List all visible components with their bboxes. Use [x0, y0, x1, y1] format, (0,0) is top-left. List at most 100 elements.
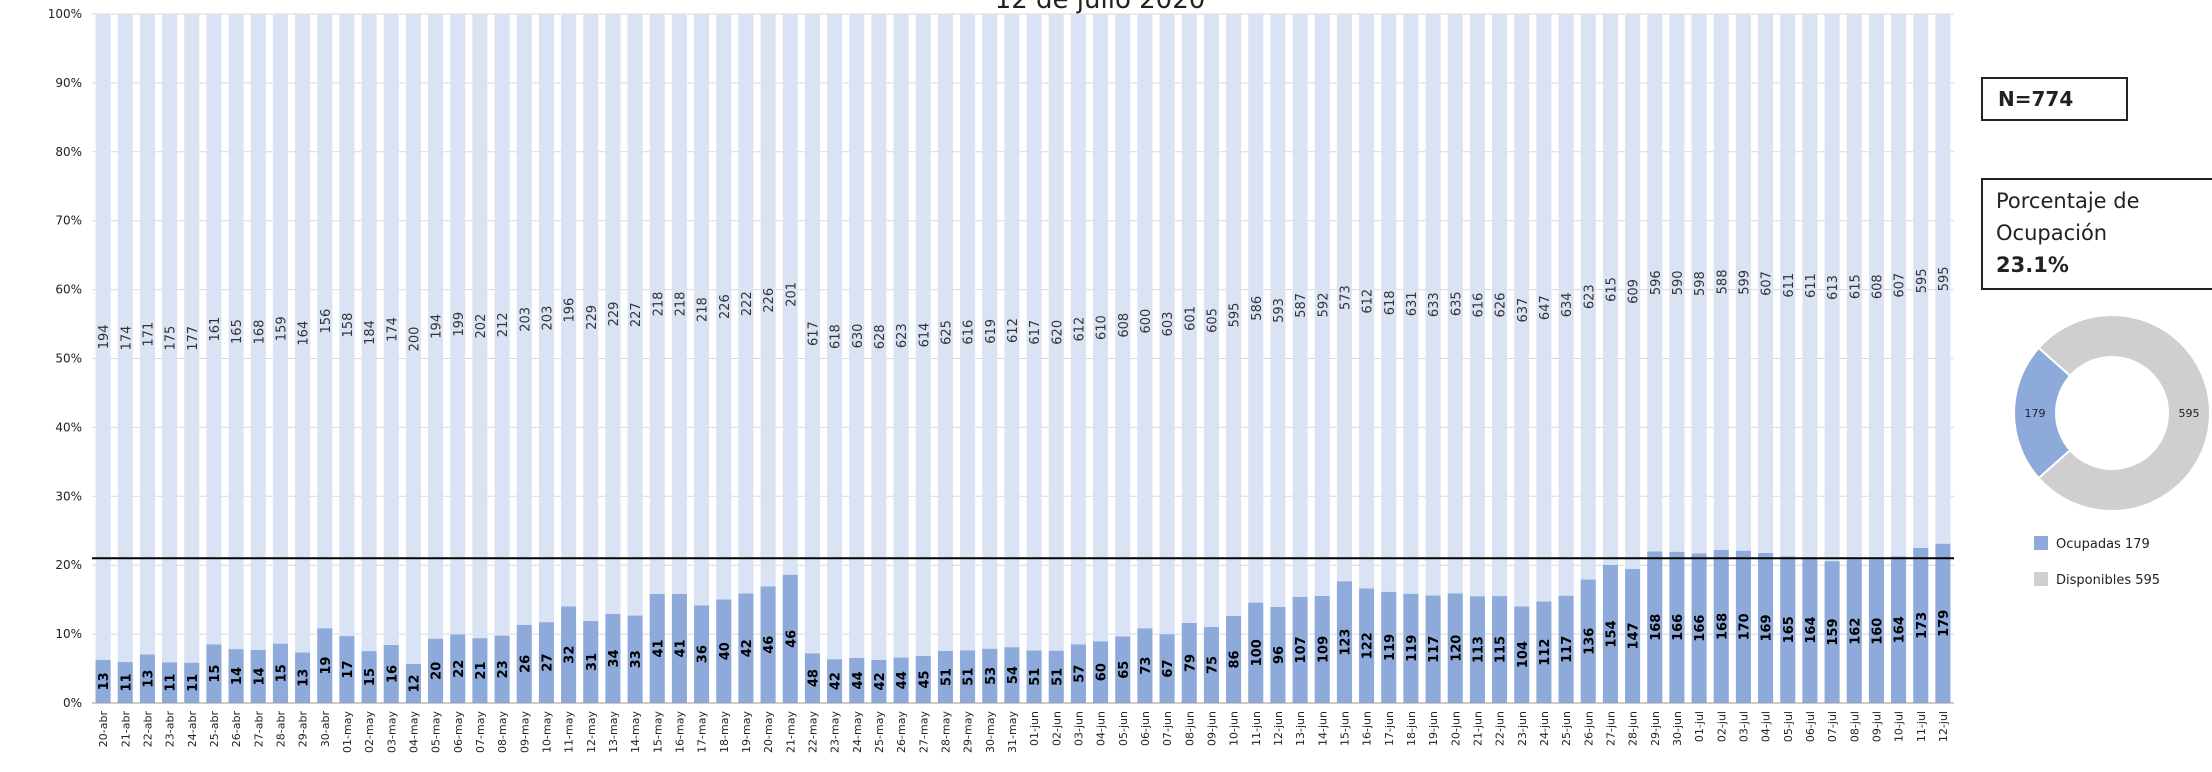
bar-segment — [827, 659, 843, 703]
bar-segment — [1846, 559, 1862, 703]
data-label: 617 — [806, 321, 821, 346]
x-tick-label: 27-jun — [1604, 711, 1617, 746]
x-tick-label: 17-jun — [1383, 711, 1396, 746]
bar-segment — [1580, 579, 1596, 703]
x-tick-label: 09-jul — [1870, 711, 1883, 742]
data-label: 154 — [1604, 620, 1619, 647]
data-label: 212 — [496, 312, 511, 337]
data-label: 174 — [119, 326, 134, 351]
bar-segment — [494, 14, 510, 636]
data-label: 609 — [1627, 279, 1642, 304]
x-tick-label: 18-may — [718, 711, 731, 753]
data-label: 229 — [585, 305, 600, 330]
bar-segment — [206, 644, 222, 703]
x-tick-label: 23-jun — [1516, 711, 1529, 746]
bar-segment — [1381, 14, 1397, 592]
bar-segment — [1514, 606, 1530, 703]
y-tick-label: 70% — [55, 214, 82, 228]
data-label: 637 — [1516, 298, 1531, 323]
bar-segment — [893, 657, 909, 703]
bar-segment — [627, 14, 643, 616]
data-label: 119 — [1383, 634, 1398, 661]
data-label: 160 — [1870, 618, 1885, 645]
data-label: 147 — [1627, 622, 1642, 649]
bar-segment — [1536, 14, 1552, 602]
x-tick-label: 03-may — [385, 711, 398, 753]
data-label: 595 — [1937, 266, 1952, 291]
bar-segment — [760, 586, 776, 703]
y-tick-label: 60% — [55, 283, 82, 297]
data-label: 164 — [1804, 617, 1819, 644]
bar-segment — [1270, 607, 1286, 703]
x-tick-label: 28-abr — [274, 711, 287, 748]
data-label: 200 — [407, 327, 422, 352]
x-tick-label: 25-may — [873, 711, 886, 753]
data-label: 630 — [851, 324, 866, 349]
data-label: 45 — [917, 670, 932, 688]
data-label: 166 — [1693, 615, 1708, 642]
data-label: 179 — [1937, 610, 1952, 637]
bar-segment — [982, 14, 998, 649]
data-label: 44 — [895, 671, 910, 689]
data-label: 159 — [274, 316, 289, 341]
bar-segment — [738, 593, 754, 703]
x-tick-label: 20-abr — [97, 711, 110, 748]
bar-segment — [871, 659, 887, 703]
data-label: 573 — [1338, 285, 1353, 310]
x-tick-label: 03-jul — [1737, 711, 1750, 742]
data-label: 164 — [1893, 616, 1908, 643]
x-tick-label: 18-jun — [1405, 711, 1418, 746]
data-label: 633 — [1427, 292, 1442, 317]
data-label: 608 — [1870, 274, 1885, 299]
bar-segment — [162, 14, 178, 663]
x-tick-label: 04-jul — [1760, 711, 1773, 742]
y-tick-label: 20% — [55, 558, 82, 572]
bar-segment — [450, 14, 466, 635]
x-tick-label: 09-jun — [1205, 711, 1218, 746]
data-label: 113 — [1471, 636, 1486, 663]
bar-segment — [1913, 547, 1929, 703]
data-label: 608 — [1117, 313, 1132, 338]
x-tick-label: 24-may — [851, 711, 864, 753]
data-label: 53 — [984, 667, 999, 685]
data-label: 96 — [1272, 646, 1287, 664]
x-tick-label: 11-jul — [1915, 711, 1928, 742]
bar-segment — [1492, 14, 1508, 597]
bar-segment — [1270, 14, 1286, 607]
bar-segment — [1469, 14, 1485, 597]
bar-segment — [1425, 14, 1441, 596]
x-tick-label: 01-jul — [1693, 711, 1706, 742]
data-label: 15 — [363, 668, 378, 686]
bar-segment — [738, 14, 754, 594]
bar-segment — [1004, 647, 1020, 703]
data-label: 12 — [407, 674, 422, 692]
bar-segment — [1935, 543, 1951, 703]
data-label: 107 — [1294, 636, 1309, 663]
bar-segment — [1492, 596, 1508, 703]
data-label: 79 — [1183, 654, 1198, 672]
bar-segment — [450, 634, 466, 703]
x-tick-label: 07-may — [474, 711, 487, 753]
y-tick-label: 50% — [55, 352, 82, 366]
bar-segment — [1181, 622, 1197, 703]
x-tick-label: 29-jun — [1649, 711, 1662, 746]
data-label: 19 — [319, 657, 334, 675]
percent-box — [1981, 178, 2212, 290]
data-label: 199 — [452, 312, 467, 337]
x-tick-label: 04-may — [407, 711, 420, 753]
x-tick-label: 25-jun — [1560, 711, 1573, 746]
bar-segment — [1735, 14, 1751, 551]
bar-segment — [1780, 14, 1796, 557]
x-tick-label: 21-jun — [1471, 711, 1484, 746]
data-label: 51 — [939, 668, 954, 686]
data-label: 159 — [1826, 618, 1841, 645]
bar-segment — [1004, 14, 1020, 648]
data-label: 15 — [274, 664, 289, 682]
x-tick-label: 16-jun — [1361, 711, 1374, 746]
data-label: 618 — [829, 324, 844, 349]
bar-segment — [383, 14, 399, 645]
bar-segment — [428, 14, 444, 639]
data-label: 171 — [141, 322, 156, 347]
x-tick-label: 20-jun — [1449, 711, 1462, 746]
